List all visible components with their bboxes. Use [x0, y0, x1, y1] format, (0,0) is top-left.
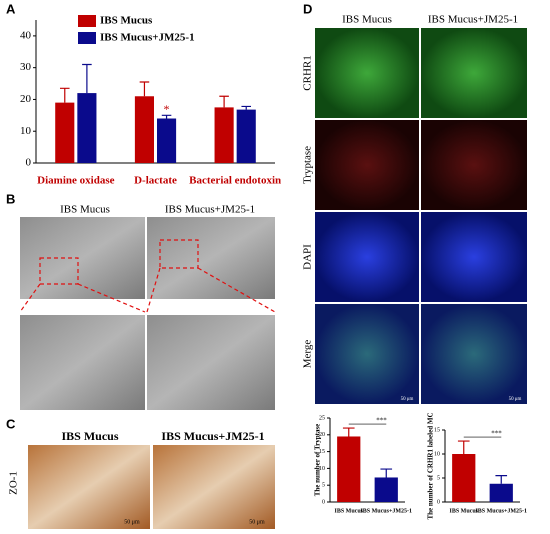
y-tick-label: 0: [26, 157, 32, 169]
bar: [214, 107, 234, 163]
y-tick-label: 0: [322, 499, 325, 505]
fluor-image: [315, 212, 419, 302]
row-label: Tryptase: [302, 146, 314, 184]
column-header: IBS Mucus+JM25-1: [428, 14, 518, 26]
bar: [77, 93, 97, 163]
scale-bar: 50 μm: [509, 397, 522, 402]
fluorescence-grid: [315, 28, 527, 404]
x-tick-label: Diamine oxidase: [37, 175, 114, 187]
error-bar: [342, 427, 355, 437]
y-tick-label: 20: [20, 93, 32, 105]
legend-label: IBS Mucus+JM25-1: [100, 32, 195, 44]
scale-bar: 50 μm: [124, 519, 140, 525]
bar: [157, 118, 177, 163]
error-bar: [380, 468, 393, 478]
x-tick-label: IBS Mucus: [449, 508, 478, 514]
y-tick-label: 10: [20, 125, 32, 137]
row-label: Merge: [302, 340, 314, 369]
column-header: IBS Mucus: [342, 14, 392, 26]
legend-swatch: [78, 15, 96, 27]
y-tick-label: 20: [319, 432, 325, 438]
scale-bar: 50 μm: [249, 519, 265, 525]
significance: *: [164, 102, 170, 116]
zoom-indicator: [19, 239, 276, 313]
y-tick-label: 5: [322, 483, 325, 489]
error-bar: [457, 440, 470, 454]
error-bar: [139, 81, 150, 97]
bar: [452, 454, 476, 502]
ihc-image: [153, 445, 275, 529]
ihc-image: [28, 445, 150, 529]
y-tick-label: 40: [20, 29, 32, 41]
significance: ***: [491, 430, 502, 438]
y-tick-label: 5: [437, 475, 440, 481]
row-label: ZO-1: [8, 471, 20, 495]
x-tick-label: Bacterial endotoxin: [189, 175, 281, 187]
em-image: [147, 315, 275, 410]
error-bar: [59, 87, 70, 103]
y-tick-label: 10: [319, 466, 325, 472]
column-header: IBS Mucus+JM25-1: [161, 429, 264, 443]
significance: ***: [376, 417, 387, 425]
error-bar: [241, 105, 252, 110]
panel-label: B: [6, 191, 15, 206]
scale-bar: 50 μm: [401, 397, 414, 402]
legend-swatch: [78, 32, 96, 44]
bar: [55, 102, 75, 163]
y-tick-label: 25: [319, 415, 325, 421]
x-tick-label: IBS Mucus: [334, 508, 363, 514]
y-tick-label: 30: [20, 61, 32, 73]
fluor-image: [315, 120, 419, 210]
panel-label: A: [6, 1, 16, 16]
y-tick-label: 15: [319, 449, 325, 455]
x-tick-label: D-lactate: [134, 175, 177, 187]
panel-label: D: [303, 1, 312, 16]
fluor-image: [421, 212, 527, 302]
y-tick-label: 15: [434, 427, 440, 433]
bar: [236, 109, 256, 163]
error-bar: [495, 475, 508, 484]
fluor-image: [315, 28, 419, 118]
row-label: CRHR1: [302, 55, 314, 90]
y-tick-label: 0: [437, 499, 440, 505]
column-header: IBS Mucus: [61, 429, 118, 443]
column-header: IBS Mucus+JM25-1: [165, 204, 255, 216]
x-tick-label: IBS Mucus+JM25-1: [360, 508, 412, 514]
bar: [337, 436, 361, 502]
error-bar: [82, 63, 92, 94]
y-axis-label: The number of Tryptase: [314, 424, 322, 497]
fluor-image: [421, 120, 527, 210]
bar: [134, 96, 154, 163]
bar: [374, 477, 398, 502]
error-bar: [161, 114, 172, 119]
error-bar: [219, 95, 229, 108]
x-tick-label: IBS Mucus+JM25-1: [475, 508, 527, 514]
em-image: [20, 315, 145, 410]
fluor-image: [421, 28, 527, 118]
row-label: DAPI: [302, 244, 314, 270]
y-tick-label: 10: [434, 451, 440, 457]
column-header: IBS Mucus: [60, 204, 110, 216]
bar: [489, 483, 513, 502]
panel-label: C: [6, 416, 16, 431]
y-axis-label: The number of CRHR1 labeled MC: [427, 412, 435, 519]
fluor-image: [421, 304, 527, 404]
fluor-image: [315, 304, 419, 404]
legend-label: IBS Mucus: [100, 15, 153, 27]
em-image: [147, 217, 275, 299]
